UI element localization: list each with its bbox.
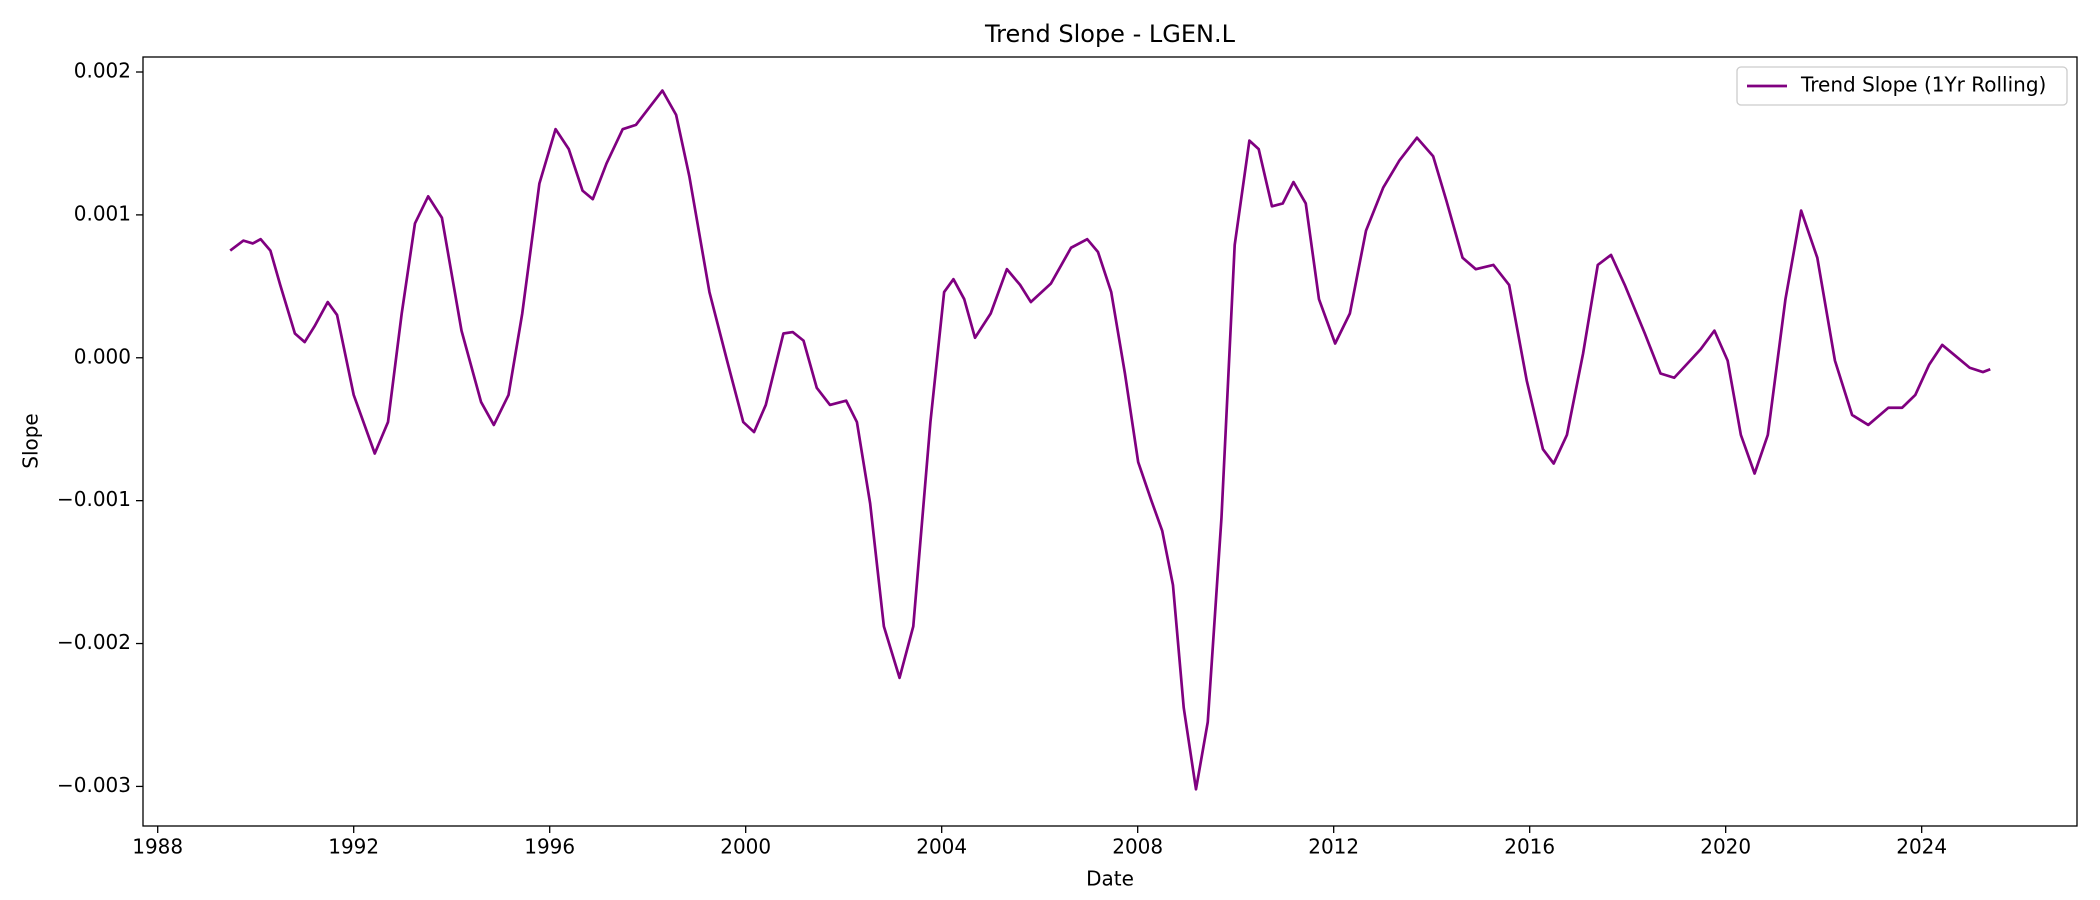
x-tick-label: 2016 — [1504, 835, 1555, 859]
y-tick-label: −0.002 — [57, 630, 131, 654]
x-tick-label: 1988 — [132, 835, 183, 859]
x-tick-label: 2004 — [916, 835, 967, 859]
y-tick-label: 0.000 — [74, 344, 131, 368]
legend-box — [1736, 66, 2068, 106]
x-tick-label: 2012 — [1308, 835, 1359, 859]
x-axis-label: Date — [1086, 867, 1134, 891]
x-tick-label: 1996 — [524, 835, 575, 859]
y-tick-label: 0.002 — [74, 59, 131, 83]
x-tick-label: 2008 — [1112, 835, 1163, 859]
legend-label: Trend Slope (1Yr Rolling) — [1800, 73, 2046, 97]
x-tick-label: 2020 — [1700, 835, 1751, 859]
trend-line — [229, 89, 1991, 791]
y-axis-label: Slope — [19, 413, 43, 469]
y-tick-label: −0.001 — [57, 487, 131, 511]
y-tick-label: 0.001 — [74, 201, 131, 225]
y-tick-label: −0.003 — [57, 773, 131, 797]
chart-title: Trend Slope - LGEN.L — [984, 20, 1236, 48]
x-tick-label: 2024 — [1896, 835, 1947, 859]
x-tick-label: 1992 — [328, 835, 379, 859]
plot-frame — [142, 56, 2078, 827]
x-tick-label: 2000 — [720, 835, 771, 859]
